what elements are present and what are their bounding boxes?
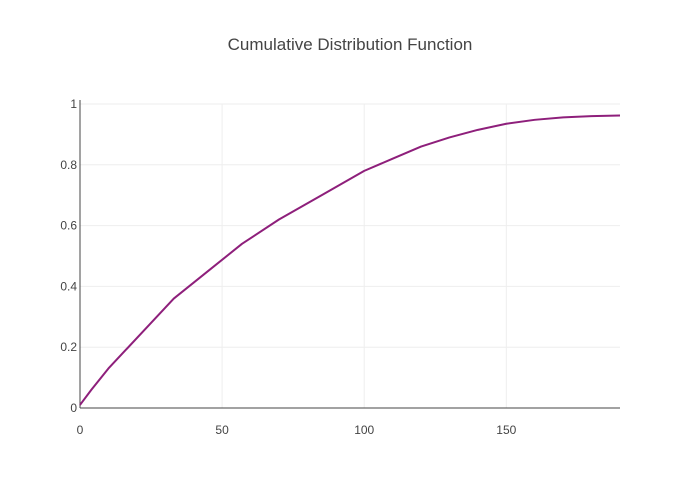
- x-tick-label: 100: [354, 423, 374, 437]
- grid-layer: [80, 103, 620, 408]
- x-tick-label: 0: [77, 423, 84, 437]
- chart-title: Cumulative Distribution Function: [228, 35, 473, 54]
- y-tick-label: 0.2: [60, 340, 77, 354]
- x-tick-label: 50: [215, 423, 229, 437]
- series-layer: [79, 114, 621, 406]
- y-tick-label: 0.8: [60, 158, 77, 172]
- y-tick-label: 0.4: [60, 279, 77, 293]
- x-tick-label: 150: [496, 423, 516, 437]
- y-tick-label: 0.6: [60, 219, 77, 233]
- y-tick-label: 0: [70, 401, 77, 415]
- series-line: [79, 114, 621, 406]
- axis-layer: [79, 100, 620, 409]
- tick-layer: 0 50 100 150 0 0.2 0.4 0.6 0.8 1: [60, 97, 516, 437]
- y-tick-label: 1: [70, 97, 77, 111]
